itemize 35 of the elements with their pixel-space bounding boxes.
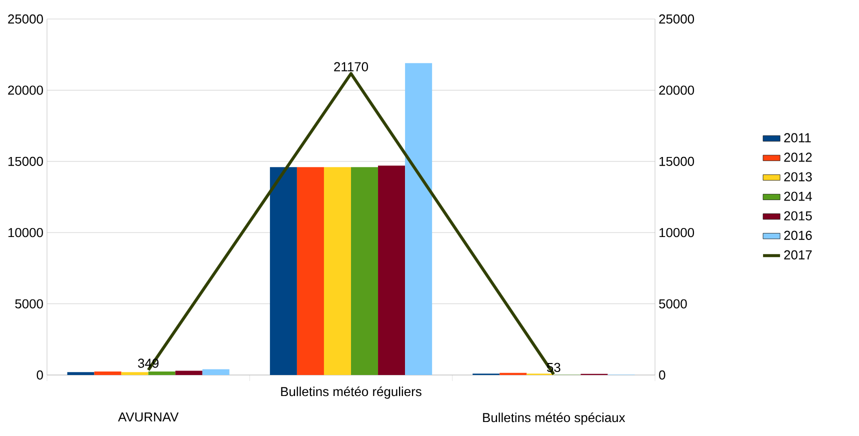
legend-label: 2013 bbox=[784, 172, 812, 182]
bar bbox=[148, 371, 176, 375]
y-tick-label: 20000 bbox=[8, 86, 43, 95]
y-tick-label: 10000 bbox=[8, 228, 43, 238]
bar bbox=[270, 167, 297, 375]
y-tick-label: 25000 bbox=[8, 14, 43, 24]
bar bbox=[296, 167, 324, 375]
bar bbox=[202, 369, 230, 375]
legend-label: 2016 bbox=[784, 230, 812, 240]
y2-tick-label: 20000 bbox=[659, 86, 694, 95]
y2-tick-label: 15000 bbox=[660, 156, 694, 166]
bar bbox=[175, 370, 202, 375]
y2-tick-label: 10000 bbox=[660, 228, 694, 238]
y2-tick-label: 25000 bbox=[659, 14, 694, 24]
x-tick-label: AVURNAV bbox=[118, 412, 179, 422]
legend-label: 2017 bbox=[784, 250, 812, 260]
y-tick-label: 5000 bbox=[15, 299, 43, 308]
y-tick-label: 15000 bbox=[8, 156, 43, 166]
legend-label: 2015 bbox=[784, 211, 812, 220]
bar bbox=[67, 372, 94, 375]
bar bbox=[405, 63, 432, 375]
bar bbox=[94, 371, 122, 375]
bar bbox=[351, 167, 378, 375]
legend-label: 2012 bbox=[784, 152, 812, 162]
x-tick-label: Bulletins météo réguliers bbox=[281, 386, 422, 399]
data-label: 21170 bbox=[334, 62, 368, 72]
bar bbox=[378, 166, 406, 375]
bar bbox=[324, 167, 351, 375]
legend-label: 2014 bbox=[784, 192, 812, 201]
x-tick-label: Bulletins météo spéciaux bbox=[483, 412, 626, 425]
y-tick-label: 0 bbox=[36, 370, 43, 380]
y2-tick-label: 5000 bbox=[659, 299, 687, 308]
y2-tick-label: 0 bbox=[659, 370, 666, 380]
legend-label: 2011 bbox=[784, 133, 811, 142]
bar bbox=[121, 372, 148, 375]
